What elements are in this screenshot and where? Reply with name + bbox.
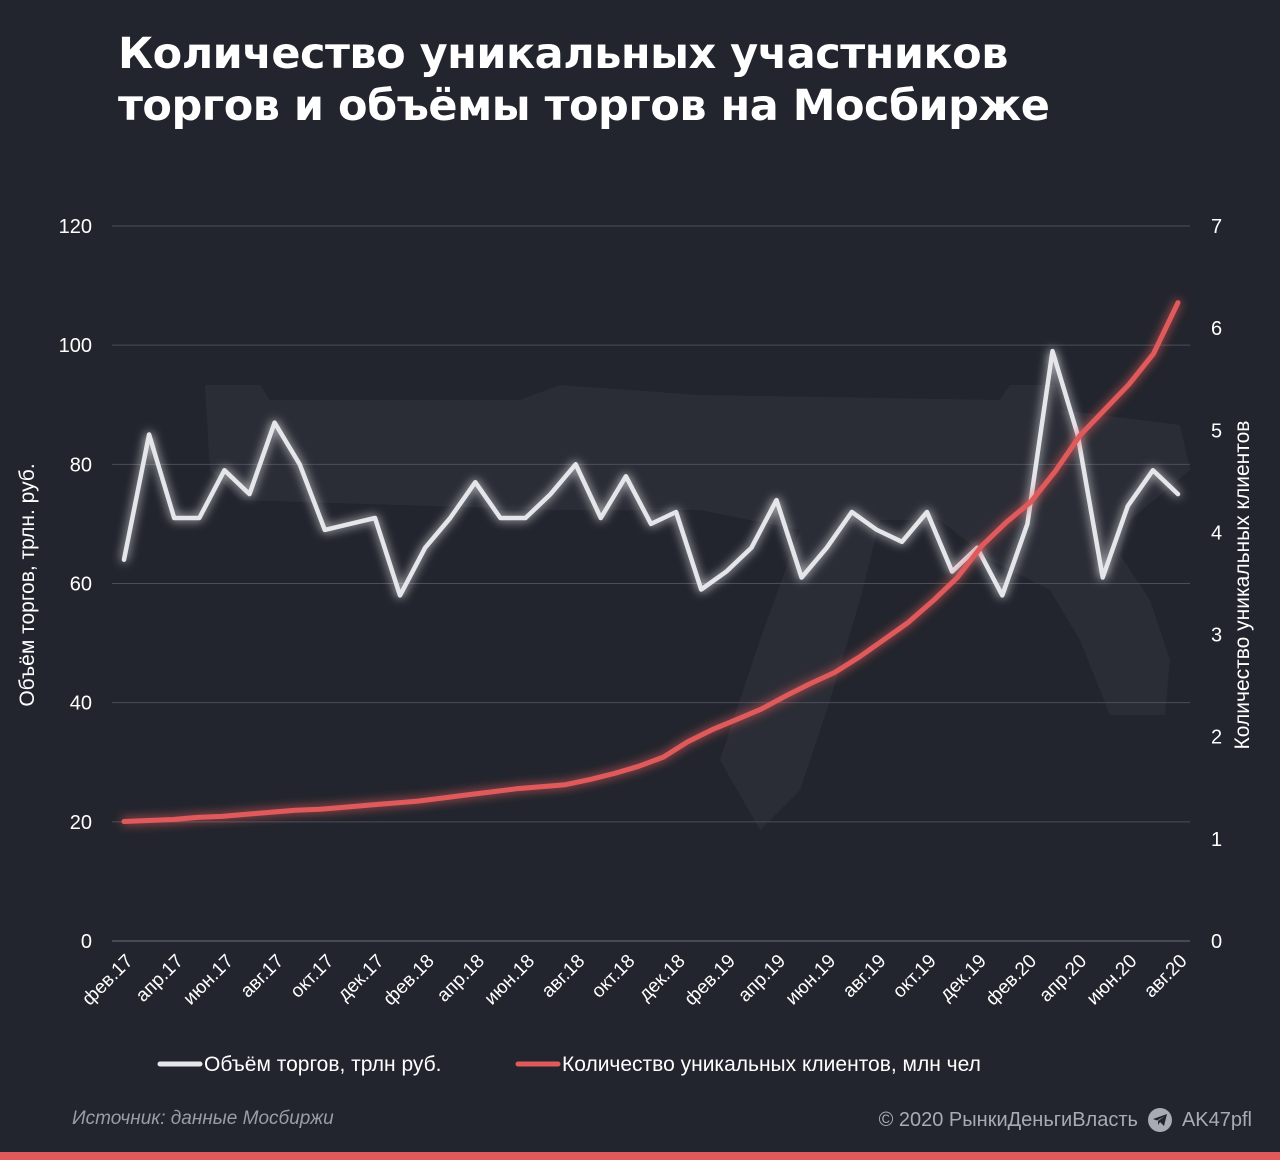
x-tick-label: фев.20: [982, 951, 1041, 1010]
x-tick-label: июн.18: [481, 951, 540, 1010]
source-note: Источник: данные Мосбиржи: [72, 1108, 334, 1129]
x-tick-label: апр.17: [132, 951, 188, 1007]
chart-title-line-1: Количество уникальных участников: [118, 29, 1008, 79]
telegram-icon: [1147, 1108, 1172, 1132]
copyright-text: © 2020 РынкиДеньгиВласть: [878, 1108, 1138, 1131]
left-tick-label: 60: [70, 574, 92, 596]
x-tick-label: окт.17: [287, 951, 339, 1003]
legend-label-clients: Количество уникальных клиентов, млн чел: [562, 1053, 981, 1076]
x-tick-label: авг.19: [839, 951, 890, 1002]
x-tick-label: апр.20: [1035, 951, 1091, 1007]
watermark-rifle-icon: [205, 385, 1190, 830]
right-tick-label: 1: [1211, 829, 1222, 851]
series-line-clients: [121, 300, 1181, 824]
left-tick-label: 20: [70, 812, 92, 834]
left-axis-ticks: 0 20 40 60 80 100 120: [59, 216, 92, 953]
left-axis-label: Объём торгов, трлн. руб.: [16, 463, 39, 706]
bottom-accent-bar: [0, 1152, 1280, 1160]
legend-label-volume: Объём торгов, трлн руб.: [204, 1053, 442, 1076]
right-axis-label: Количество уникальных клиентов: [1231, 421, 1254, 750]
chart-title-line-2: торгов и объёмы торгов на Мосбирже: [118, 81, 1050, 131]
right-tick-label: 0: [1211, 931, 1222, 953]
x-axis-ticks: фев.17апр.17июн.17авг.17окт.17дек.17фев.…: [78, 951, 1191, 1010]
x-tick-label: фев.18: [379, 951, 438, 1010]
right-tick-label: 6: [1211, 318, 1222, 340]
x-tick-label: окт.18: [588, 951, 640, 1003]
right-tick-label: 4: [1211, 522, 1222, 544]
right-axis-ticks: 0 1 2 3 4 5 6 7: [1211, 216, 1222, 953]
x-tick-label: апр.18: [433, 951, 489, 1007]
chart-title: Количество уникальных участников торгов …: [118, 28, 1218, 132]
x-tick-label: авг.18: [538, 951, 589, 1002]
right-tick-label: 2: [1211, 727, 1222, 749]
grid-lines: [112, 225, 1190, 942]
left-tick-label: 100: [59, 335, 92, 357]
right-tick-label: 3: [1211, 625, 1222, 647]
channel-name: AK47pfl: [1181, 1108, 1252, 1131]
right-tick-label: 5: [1211, 420, 1222, 442]
footer-credits: © 2020 РынкиДеньгиВласть AK47pfl: [879, 1108, 1252, 1132]
x-tick-label: июн.20: [1083, 951, 1142, 1010]
x-tick-label: фев.19: [681, 951, 740, 1010]
x-tick-label: апр.19: [734, 951, 790, 1007]
x-tick-label: фев.17: [78, 951, 137, 1010]
left-tick-label: 40: [70, 693, 92, 715]
x-tick-label: июн.19: [782, 951, 841, 1010]
series-layer: [121, 300, 1181, 824]
legend: Объём торгов, трлн руб. Количество уника…: [157, 1053, 981, 1076]
left-tick-label: 120: [59, 216, 92, 238]
x-tick-label: июн.17: [179, 951, 238, 1010]
right-tick-label: 7: [1211, 216, 1222, 238]
x-tick-label: окт.19: [889, 951, 941, 1003]
x-tick-label: авг.17: [237, 951, 288, 1002]
series-line-volume: [121, 348, 1181, 598]
left-tick-label: 80: [70, 454, 92, 476]
left-tick-label: 0: [81, 931, 92, 953]
x-tick-label: авг.20: [1140, 951, 1191, 1002]
